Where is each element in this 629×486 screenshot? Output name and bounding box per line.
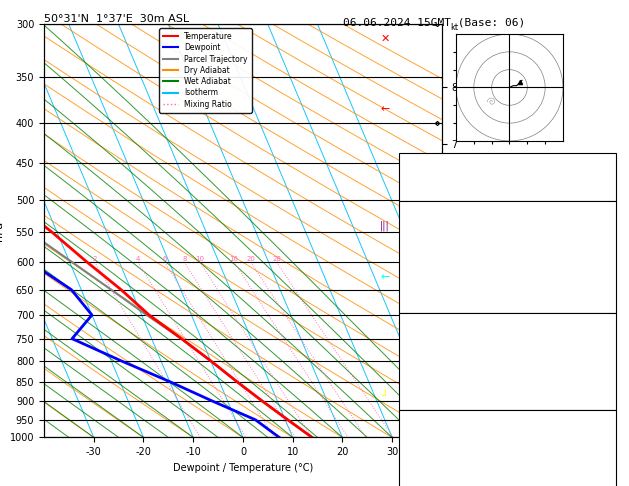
Text: 0: 0 [608,301,613,310]
Text: CIN (J): CIN (J) [403,301,440,310]
Text: θₑ(K): θₑ(K) [403,253,430,262]
Text: Most Unstable: Most Unstable [470,316,546,327]
Text: PW (cm): PW (cm) [403,189,440,198]
Text: 8: 8 [182,256,187,262]
Text: Surface: Surface [487,204,528,214]
Text: 7: 7 [608,269,613,278]
Text: Totals Totals: Totals Totals [403,173,472,182]
Text: Lifted Index: Lifted Index [403,269,467,278]
Text: 16: 16 [230,256,238,262]
Text: 7: 7 [608,365,613,374]
Text: 28: 28 [272,256,281,262]
Text: CIN (J): CIN (J) [403,397,440,406]
Text: Temp (°C): Temp (°C) [403,221,451,230]
Text: kt: kt [451,23,459,32]
Text: 6: 6 [162,256,167,262]
Text: CAPE (J): CAPE (J) [403,381,445,390]
Text: 25: 25 [603,477,613,486]
Text: 4: 4 [136,256,140,262]
Text: EH: EH [403,429,413,438]
Text: 281°: 281° [592,461,613,470]
Text: 13.9: 13.9 [592,221,613,230]
Text: 1.31: 1.31 [592,189,613,198]
Text: -2: -2 [603,429,613,438]
Text: |||: ||| [380,221,390,231]
Text: 35: 35 [603,445,613,454]
Text: 40: 40 [603,381,613,390]
Text: 20: 20 [247,256,255,262]
Text: 10: 10 [196,256,204,262]
Text: ✕: ✕ [381,34,389,44]
Text: 5: 5 [608,156,613,166]
Text: 303: 303 [597,349,613,358]
Y-axis label: km
ASL: km ASL [470,220,488,242]
Text: 7.3: 7.3 [597,237,613,246]
X-axis label: Dewpoint / Temperature (°C): Dewpoint / Temperature (°C) [173,463,313,473]
Text: 40: 40 [603,285,613,294]
Text: StmDir: StmDir [403,461,435,470]
Text: CAPE (J): CAPE (J) [403,285,445,294]
Text: ←: ← [381,272,389,282]
Y-axis label: hPa: hPa [0,221,4,241]
Text: 303: 303 [597,253,613,262]
Text: ┘: ┘ [382,391,388,401]
Text: 37: 37 [603,173,613,182]
Text: 1015: 1015 [592,333,613,342]
Text: 2: 2 [92,256,97,262]
Text: Hodograph: Hodograph [481,413,535,423]
Text: Dewp (°C): Dewp (°C) [403,237,451,246]
Text: LCL: LCL [444,400,459,410]
Text: 50°31'N  1°37'E  30m ASL: 50°31'N 1°37'E 30m ASL [44,14,189,23]
Text: 06.06.2024 15GMT (Base: 06): 06.06.2024 15GMT (Base: 06) [343,17,525,27]
Text: ←: ← [381,104,389,114]
Text: SREH: SREH [403,445,424,454]
Text: Pressure (mb): Pressure (mb) [403,333,472,342]
Legend: Temperature, Dewpoint, Parcel Trajectory, Dry Adiabat, Wet Adiabat, Isotherm, Mi: Temperature, Dewpoint, Parcel Trajectory… [159,28,252,112]
Text: © weatheronline.co.uk: © weatheronline.co.uk [464,467,568,476]
Text: K: K [403,156,408,166]
Text: Lifted Index: Lifted Index [403,365,467,374]
Text: θₑ (K): θₑ (K) [403,349,435,358]
Text: StmSpd (kt): StmSpd (kt) [403,477,462,486]
Text: 0: 0 [608,397,613,406]
